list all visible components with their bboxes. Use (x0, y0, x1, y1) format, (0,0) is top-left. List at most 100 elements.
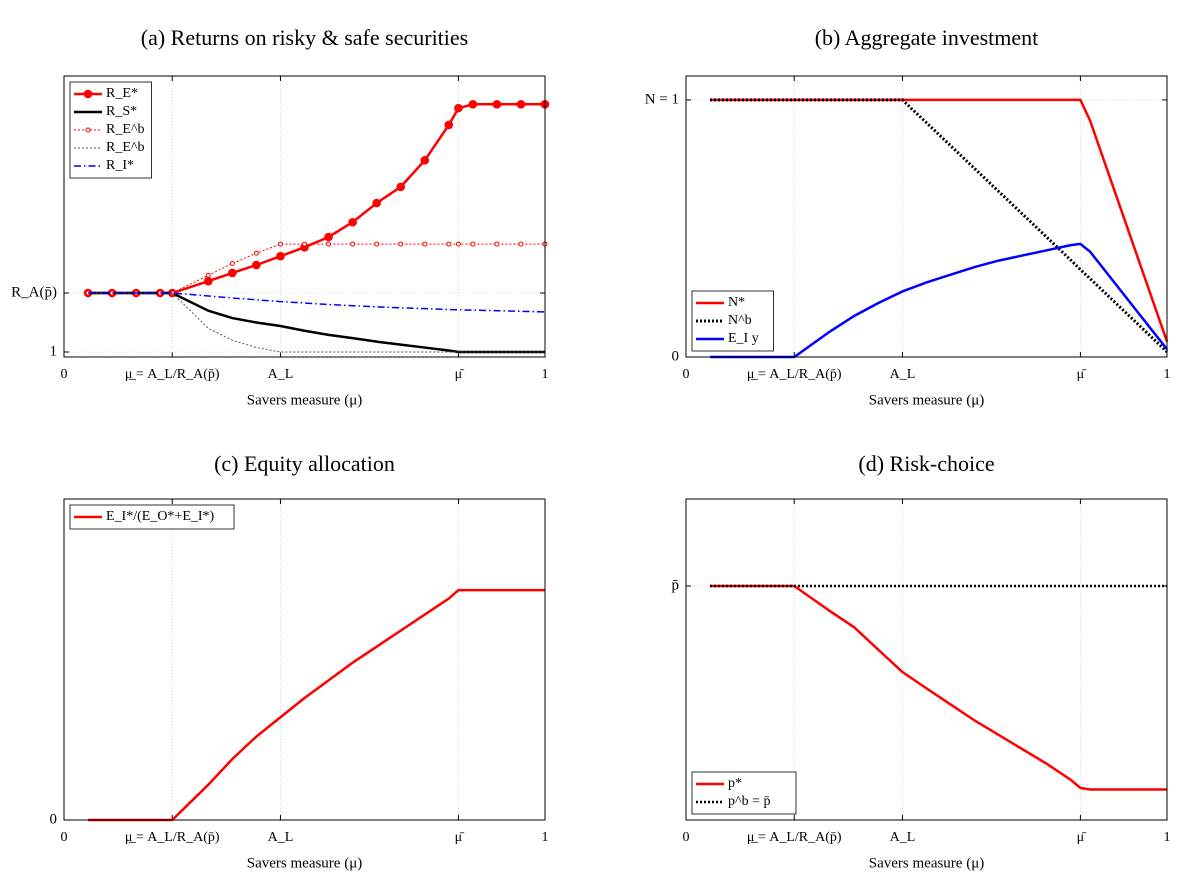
x-axis-label: Savers measure (μ) (247, 392, 363, 408)
marker (455, 241, 461, 247)
marker (446, 241, 452, 247)
x-tick-label: μ̄ (1077, 367, 1088, 382)
chart-title: (c) Equity allocation (214, 451, 395, 476)
marker (518, 241, 524, 247)
legend-box (691, 771, 797, 815)
y-tick-label: 0 (672, 348, 680, 364)
marker (372, 198, 381, 208)
y-tick-label: 1 (50, 343, 58, 359)
marker (396, 182, 406, 192)
series-line (88, 291, 545, 354)
marker (516, 100, 526, 109)
legend-label: N* (728, 295, 745, 310)
y-tick-label: p̄ (672, 577, 680, 593)
x-axis-label: Savers measure (μ) (869, 855, 985, 871)
chart-title: (d) Risk-choice (858, 451, 994, 476)
marker (420, 156, 430, 165)
x-tick-label: 0 (61, 367, 68, 382)
marker (276, 251, 285, 261)
marker (444, 120, 454, 130)
x-tick-label: μ̲ = A_L/R_A(p̄) (125, 367, 220, 382)
marker (494, 241, 500, 247)
marker (374, 241, 380, 247)
x-tick-label: 1 (542, 367, 549, 382)
marker (348, 217, 357, 227)
x-tick-label: μ̲ = A_L/R_A(p̄) (747, 830, 842, 845)
x-tick-label: 0 (683, 830, 690, 845)
x-axis-label: Savers measure (μ) (869, 392, 985, 408)
x-tick-label: A_L (268, 367, 294, 382)
x-tick-label: μ̲ = A_L/R_A(p̄) (125, 830, 220, 845)
legend-label: R_I* (106, 158, 134, 173)
x-tick-label: 0 (61, 830, 68, 845)
panel: (a) Returns on risky & safe securities Sa… (11, 25, 550, 408)
marker (228, 268, 237, 278)
legend-label: p* (728, 776, 742, 791)
x-tick-label: μ̄ (455, 367, 466, 382)
x-axis-label: Savers measure (μ) (247, 855, 363, 871)
series-line (88, 292, 546, 313)
legend: p* p^b = p̄ (691, 771, 797, 815)
x-tick-label: A_L (268, 830, 294, 845)
marker (326, 241, 332, 247)
marker (454, 103, 463, 113)
x-tick-label: 0 (683, 367, 690, 382)
legend: R_E* R_S* R_E^b R_E^b R_I* (69, 81, 152, 179)
legend-label: R_E^b (106, 122, 144, 137)
plot-frame (685, 75, 1168, 358)
y-tick-label: R_A(p̄) (11, 284, 57, 300)
x-tick-label: 1 (542, 830, 549, 845)
marker (229, 261, 235, 267)
legend-label: p^b = p̄ (728, 794, 770, 809)
series-line (88, 103, 545, 295)
marker (277, 241, 283, 247)
legend-label: E_I y (728, 331, 759, 346)
legend: E_I*/(E_O*+E_I*) (69, 504, 235, 530)
legend-label: E_I*/(E_O*+E_I*) (106, 509, 215, 524)
chart-title: (b) Aggregate investment (815, 25, 1039, 50)
series-line (88, 292, 545, 353)
marker (468, 100, 478, 109)
marker (422, 241, 428, 247)
legend-label: N^b (728, 313, 752, 328)
marker (324, 232, 333, 242)
panel: (d) Risk-choice Savers measure (μ) 0 μ̲ = A… (672, 451, 1171, 871)
marker (470, 241, 476, 247)
plot-frame (63, 75, 546, 358)
series-line (88, 243, 545, 294)
x-tick-label: μ̄ (1077, 830, 1088, 845)
series-line (88, 588, 545, 822)
x-tick-label: 1 (1164, 367, 1171, 382)
legend-marker (85, 127, 91, 133)
y-tick-label: 0 (50, 811, 58, 827)
y-tick-label: N = 1 (645, 91, 679, 107)
panel: (c) Equity allocation Savers measure (μ) 0… (50, 451, 549, 871)
marker (398, 241, 404, 247)
series-line (710, 242, 1168, 359)
legend-label: R_E^b (106, 140, 144, 155)
marker (205, 272, 211, 278)
marker (492, 100, 502, 109)
series-line (710, 584, 1167, 791)
x-tick-label: A_L (890, 367, 916, 382)
legend-marker (83, 89, 93, 99)
marker (302, 241, 307, 247)
plot-frame (63, 498, 546, 821)
x-tick-label: 1 (1164, 830, 1171, 845)
marker (204, 276, 213, 286)
x-tick-label: A_L (890, 830, 916, 845)
x-tick-label: μ̲ = A_L/R_A(p̄) (747, 367, 842, 382)
x-tick-label: μ̄ (455, 830, 466, 845)
panel: (b) Aggregate investment Savers measure (… (645, 25, 1171, 408)
chart-title: (a) Returns on risky & safe securities (141, 25, 468, 50)
legend-label: R_S* (106, 104, 137, 119)
legend: N* N^b E_I y (691, 290, 774, 352)
series-line (710, 98, 1169, 353)
series-line (710, 98, 1169, 342)
marker (253, 250, 259, 256)
plot-frame (685, 498, 1168, 821)
marker (252, 260, 261, 270)
marker (350, 241, 356, 247)
legend-label: R_E* (106, 86, 138, 101)
